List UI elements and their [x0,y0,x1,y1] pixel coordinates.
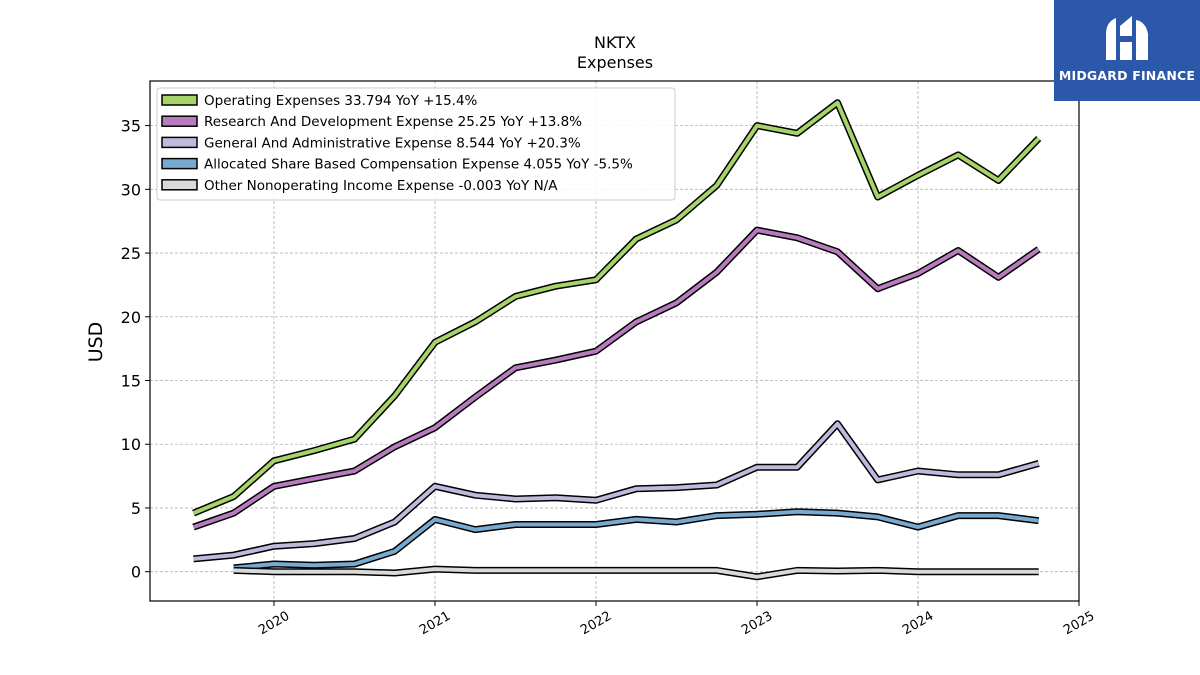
series-lines [192,99,1042,581]
x-tick-label: 2025 [1061,609,1097,639]
y-tick-label: 20 [121,308,141,327]
brand-logo: MIDGARD FINANCE [1054,0,1200,101]
y-tick-label: 10 [121,435,141,454]
legend-entry: Operating Expenses 33.794 YoY +15.4% [204,93,478,109]
series-1 [192,226,1041,531]
x-tick-label: 2022 [578,609,614,639]
y-tick-label: 25 [121,244,141,263]
x-tick-label: 2021 [417,609,453,639]
legend-swatch [161,94,198,106]
y-tick-label: 15 [121,372,141,391]
legend-swatch [161,115,198,127]
series-line [233,567,1039,579]
x-tick-label: 2024 [900,609,936,639]
series-line [193,421,1040,561]
legend-swatch [161,179,198,191]
brand-name: MIDGARD FINANCE [1058,68,1196,83]
y-tick-label: 0 [131,563,141,582]
legend-entry: Allocated Share Based Compensation Expen… [204,157,633,173]
chart-subtitle: Expenses [577,53,653,72]
series-0 [192,99,1042,517]
legend-entry: Other Nonoperating Income Expense -0.003… [204,178,558,194]
y-tick-label: 30 [121,180,141,199]
series-line [192,228,1040,529]
x-tick-label: 2020 [256,609,292,639]
legend-box [156,87,676,201]
chart-title: NKTX [594,33,636,52]
legend-swatch [161,136,198,149]
legend-entry: General And Administrative Expense 8.544… [204,135,581,151]
plot-frame [149,80,1080,602]
series-2 [193,420,1040,563]
legend-swatch [161,157,198,170]
y-axis-label: USD [85,322,107,363]
series-line [192,100,1041,515]
y-tick-label: 35 [121,117,141,136]
series-line [233,509,1039,570]
brand-mark-icon [1106,16,1148,60]
series-4 [233,565,1039,581]
legend: Operating Expenses 33.794 YoY +15.4% Rese… [156,87,676,201]
series-3 [233,508,1040,572]
y-tick-label: 5 [131,499,141,518]
x-tick-label: 2023 [739,609,775,639]
legend-entry: Research And Development Expense 25.25 Y… [204,114,582,130]
